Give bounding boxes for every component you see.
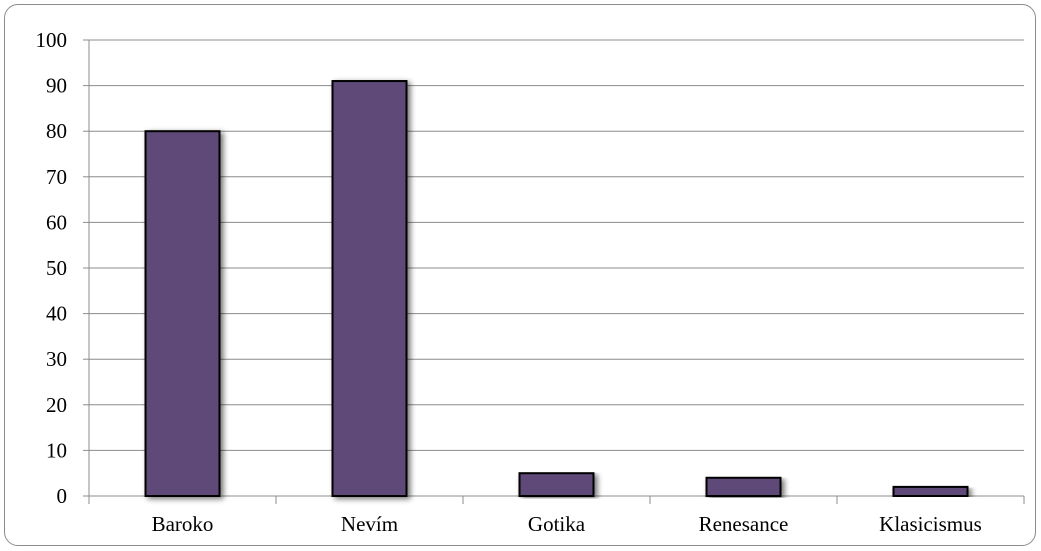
y-tick-label-10: 10 — [46, 438, 67, 462]
y-tick-label-50: 50 — [46, 256, 67, 280]
x-tick-label-renesance: Renesance — [699, 512, 789, 536]
x-tick-label-baroko: Baroko — [152, 512, 214, 536]
y-tick-label-90: 90 — [46, 74, 67, 98]
x-tick-label-klasicismus: Klasicismus — [879, 512, 982, 536]
axes — [83, 39, 1025, 504]
bar-baroko — [144, 130, 221, 497]
gridlines — [89, 39, 1024, 451]
bar-renesance — [705, 476, 782, 498]
x-tick-label-gotika: Gotika — [528, 512, 586, 536]
x-tick-label-nevím: Nevím — [341, 512, 398, 536]
y-tick-label-40: 40 — [46, 302, 67, 326]
y-tick-label-80: 80 — [46, 119, 67, 143]
bar-nevím — [331, 80, 408, 497]
y-axis-tick-labels: 0 10 20 30 40 50 60 70 80 90 100 — [36, 28, 68, 508]
y-tick-label-30: 30 — [46, 347, 67, 371]
y-tick-label-100: 100 — [36, 28, 68, 52]
y-tick-label-20: 20 — [46, 393, 67, 417]
bars — [144, 80, 969, 498]
y-tick-label-0: 0 — [57, 484, 68, 508]
y-tick-label-60: 60 — [46, 210, 67, 234]
y-tick-label-70: 70 — [46, 165, 67, 189]
x-axis-tick-labels: Baroko Nevím Gotika Renesance Klasicismus — [152, 512, 982, 536]
bar-gotika — [518, 472, 595, 498]
bar-klasicismus — [892, 485, 969, 498]
